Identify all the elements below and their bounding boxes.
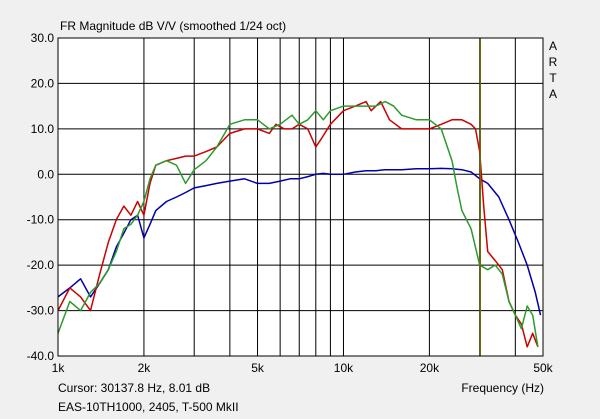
x-axis-label: Frequency (Hz): [461, 381, 544, 395]
cursor-readout: Cursor: 30137.8 Hz, 8.01 dB: [58, 381, 211, 395]
y-tick-label: -30.0: [27, 304, 55, 318]
chart-title: FR Magnitude dB V/V (smoothed 1/24 oct): [60, 19, 286, 33]
plot-frame: [57, 37, 544, 357]
y-tick-label: -20.0: [27, 258, 55, 272]
y-tick-label: -40.0: [27, 349, 55, 363]
y-tick-label: 0.0: [37, 167, 54, 181]
device-label: EAS-10TH1000, 2405, T-500 MkII: [58, 400, 239, 414]
x-tick-label: 10k: [334, 361, 354, 375]
y-tick-label: 10.0: [31, 122, 55, 136]
x-tick-label: 2k: [138, 361, 152, 375]
y-tick-labels: 30.0 20.0 10.0 0.0 -10.0 -20.0 -30.0 -40.0: [27, 31, 55, 363]
plot-background: [58, 38, 543, 356]
y-tick-label: 30.0: [31, 31, 55, 45]
series-line-1: [57, 167, 542, 316]
x-tick-label: 50k: [533, 361, 553, 375]
side-label-letter: T: [549, 71, 557, 85]
side-label-letter: R: [549, 55, 558, 69]
x-tick-label: 1k: [52, 361, 66, 375]
grid-lines: [57, 37, 544, 357]
x-tick-label: 5k: [251, 361, 265, 375]
side-label-letter: A: [549, 39, 557, 53]
series-layer: [57, 100, 542, 348]
x-tick-label: 20k: [420, 361, 440, 375]
y-tick-label: 20.0: [31, 76, 55, 90]
x-tick-labels: 1k 2k 5k 10k 20k 50k: [52, 361, 554, 375]
side-label-letter: A: [549, 87, 557, 101]
y-tick-label: -10.0: [27, 213, 55, 227]
series-line-2: [57, 100, 539, 348]
series-line-3: [57, 100, 539, 348]
